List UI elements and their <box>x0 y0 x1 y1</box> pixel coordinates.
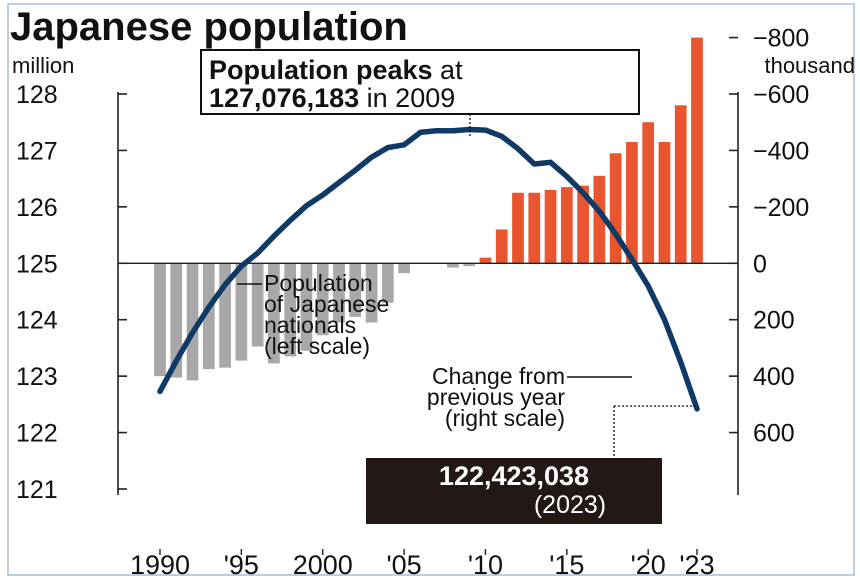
right-axis-tick-label: −800 <box>753 25 809 53</box>
bar-change-2023 <box>691 37 703 264</box>
frame-border <box>7 3 855 576</box>
x-axis-tick-label: 1990 <box>130 550 190 579</box>
chart-title: Japanese population <box>10 5 408 49</box>
right-axis-tick-label: 0 <box>753 250 767 278</box>
left-axis-tick-label: 125 <box>16 250 58 278</box>
bar-change-2018 <box>609 153 622 264</box>
peak-annotation-year: in 2009 <box>359 83 455 113</box>
bar-change-1991 <box>170 263 183 378</box>
final-value-box <box>366 458 662 524</box>
bar-change-1999 <box>300 263 313 351</box>
bar-change-2004 <box>381 263 394 303</box>
x-axis-tick-label: '20 <box>631 550 666 579</box>
bar-change-2015 <box>560 187 573 264</box>
right-axis-tick-label: 200 <box>753 307 795 335</box>
change-label-line: previous year <box>427 384 565 410</box>
right-axis-tick-label: −400 <box>753 137 809 165</box>
bar-change-2001 <box>333 263 345 323</box>
bar-change-1993 <box>202 263 215 370</box>
peak-annotation-rest: at <box>433 55 464 85</box>
bar-change-1990 <box>154 263 166 377</box>
x-axis-tick-label: 2000 <box>293 550 353 579</box>
x-axis-tick-label: '10 <box>468 550 503 579</box>
peak-annotation-line2: 127,076,183 in 2009 <box>209 83 455 113</box>
population-label-line: Population <box>264 270 373 296</box>
bar-change-2017 <box>593 175 606 264</box>
bar-change-2010 <box>479 257 492 264</box>
bar-change-2022 <box>674 105 687 264</box>
x-axis-tick-label: '05 <box>386 550 421 579</box>
left-axis-tick-label: 121 <box>16 476 58 504</box>
bar-change-2003 <box>365 263 378 323</box>
bar-change-1998 <box>284 263 297 357</box>
bar-change-2008 <box>447 263 459 268</box>
change-label-line: (right scale) <box>445 405 565 431</box>
final-year-text: (2023) <box>534 491 606 519</box>
right-axis-tick-label: −600 <box>753 81 809 109</box>
bar-change-2013 <box>528 192 541 264</box>
x-axis-tick-label: '95 <box>224 550 259 579</box>
population-label-line: of Japanese <box>264 291 389 317</box>
left-axis-tick-label: 127 <box>16 137 58 165</box>
bar-change-2020 <box>642 122 655 264</box>
bar-change-2011 <box>495 229 508 264</box>
bar-change-2016 <box>577 185 589 264</box>
population-label-line: nationals <box>264 312 356 338</box>
right-axis-tick-label: 600 <box>753 420 795 448</box>
bar-change-2000 <box>316 263 329 336</box>
left-axis-tick-label: 126 <box>16 194 58 222</box>
bar-change-2002 <box>349 263 362 317</box>
bar-change-1997 <box>268 263 280 364</box>
bar-change-1994 <box>219 263 231 368</box>
bar-change-2009 <box>463 263 476 267</box>
left-axis-unit-label: million <box>12 53 74 78</box>
population-line <box>157 126 700 412</box>
x-axis-tick-label: '15 <box>549 550 584 579</box>
bar-change-1996 <box>251 263 264 347</box>
bar-change-2019 <box>626 141 638 264</box>
peak-annotation-bold: Population peaks <box>209 55 433 85</box>
left-axis-tick-label: 123 <box>16 363 58 391</box>
population-label-line: (left scale) <box>264 333 370 359</box>
bar-change-2005 <box>398 263 410 274</box>
right-axis-unit-label: thousand <box>764 53 855 78</box>
peak-annotation-box <box>200 49 640 115</box>
peak-annotation-value: 127,076,183 <box>209 83 359 113</box>
left-axis-tick-label: 124 <box>16 307 58 335</box>
bar-change-2012 <box>512 192 524 264</box>
change-label-line: Change from <box>432 363 565 389</box>
right-axis-tick-label: 400 <box>753 363 795 391</box>
right-axis-tick-label: −200 <box>753 194 809 222</box>
left-axis-tick-label: 128 <box>16 81 58 109</box>
x-axis-tick-label: '23 <box>679 550 714 579</box>
bar-change-2021 <box>658 141 671 264</box>
left-axis-tick-label: 122 <box>16 420 58 448</box>
final-value-text: 122,423,038 <box>439 461 589 491</box>
bar-change-1995 <box>235 263 248 361</box>
peak-annotation-line1: Population peaks at <box>209 55 463 85</box>
bar-change-2014 <box>544 189 557 264</box>
bar-change-1992 <box>186 263 199 381</box>
